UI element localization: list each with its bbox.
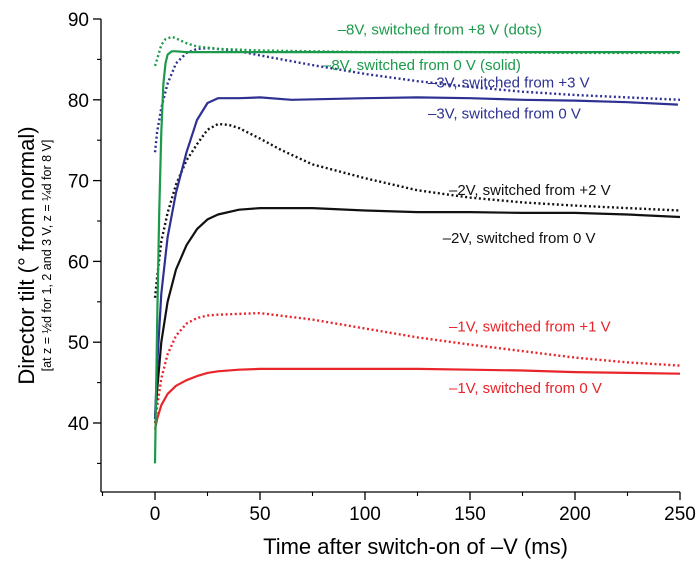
annotation-ann-v1-dots: –1V, switched from +1 V [449,319,611,336]
series-v3-from-0 [153,96,678,420]
series-v1-from-0 [153,367,681,430]
x-axis-title: Time after switch-on of –V (ms) [263,534,568,559]
y-tick-label: 70 [68,172,89,193]
annotation-ann-v8-dots: –8V, switched from +8 V (dots) [338,21,542,38]
series-v2-from-2 [153,122,681,298]
annotation-ann-v1-solid: –1V, switched from 0 V [449,380,602,397]
ticks: 40 50 60 70 80 90 0 50 100 150 200 250 [68,10,696,525]
y-tick-label: 50 [68,333,89,354]
y-tick-label: 40 [68,414,89,435]
y-tick-label: 60 [68,252,89,273]
annotations: –8V, switched from +8 V (dots) –8V, switc… [323,21,611,397]
annotation-ann-v8-solid: –8V, switched from 0 V (solid) [323,57,521,74]
x-tick-label: 250 [664,504,696,525]
annotation-ann-v3-dots: –3V, switched from +3 V [428,75,590,92]
y-axis-subtitle: [at z = ½d for 1, 2 and 3 V, z = ¼d for … [40,140,54,372]
x-tick-label: 0 [150,504,161,525]
y-axis-title-group: Director tilt (° from normal) [at z = ½d… [14,126,54,384]
series-v8-from-0 [153,50,680,464]
axes [100,19,680,493]
x-tick-label: 150 [454,504,486,525]
x-tick-label: 200 [559,504,591,525]
y-axis-title: Director tilt (° from normal) [14,126,39,384]
series-group [153,35,681,464]
series-v3-from-3 [153,46,681,153]
series-v1-from-1 [153,311,681,424]
annotation-ann-v2-solid: –2V, switched from 0 V [443,230,596,247]
x-tick-label: 50 [249,504,270,525]
annotation-ann-v3-solid: –3V, switched from 0 V [428,105,581,122]
x-tick-label: 100 [349,504,381,525]
y-tick-label: 80 [68,91,89,112]
annotation-ann-v2-dots: –2V, switched from +2 V [449,182,611,199]
series-v2-from-0 [153,207,681,420]
y-tick-label: 90 [68,10,89,31]
